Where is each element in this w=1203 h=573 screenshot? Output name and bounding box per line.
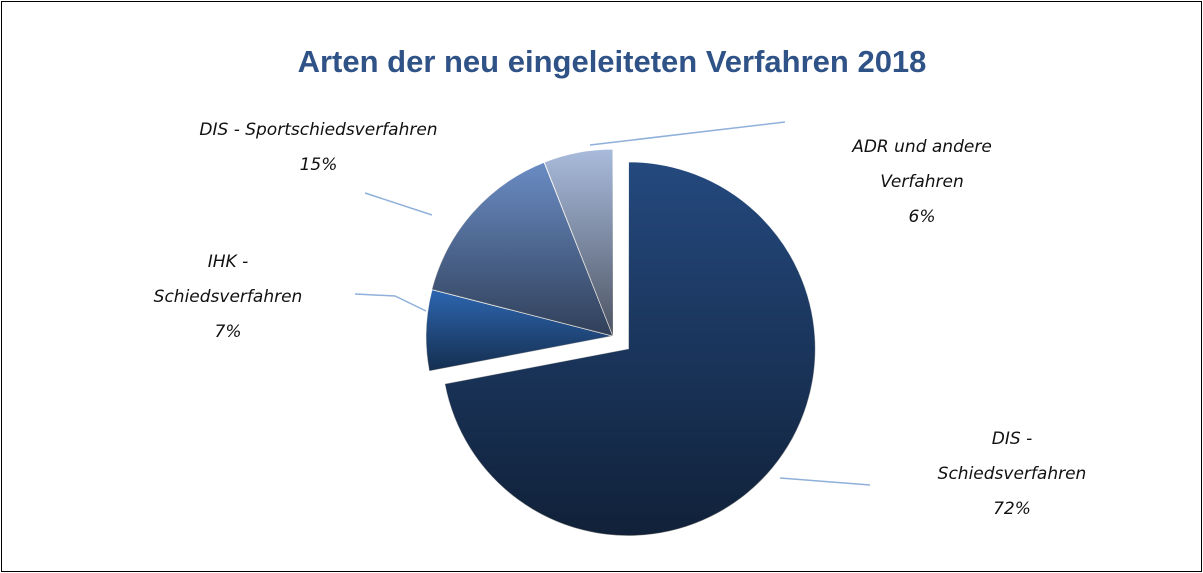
- value-label: 72%: [993, 499, 1031, 519]
- value-label: 6%: [908, 207, 936, 227]
- category-label: DIS - Sportschiedsverfahren: [199, 120, 438, 140]
- slice-label: ADR und andere Verfahren 6%: [842, 130, 1002, 235]
- value-label: 15%: [299, 155, 338, 175]
- chart-title: Arten der neu eingeleiteten Verfahren 20…: [298, 44, 927, 79]
- slice-label: DIS - Sportschiedsverfahren 15%: [186, 113, 451, 183]
- leader-line: [589, 121, 786, 146]
- category-label: DIS - Schiedsverfahren: [937, 429, 1087, 484]
- category-label: IHK - Schiedsverfahren: [153, 252, 303, 307]
- category-label: ADR und andere Verfahren: [852, 137, 992, 192]
- leader-line: [779, 477, 871, 486]
- leader-lines: [354, 121, 871, 486]
- value-label: 7%: [214, 322, 242, 342]
- slice-label: IHK - Schiedsverfahren 7%: [133, 245, 323, 350]
- leader-line: [364, 192, 433, 216]
- slice-label: DIS - Schiedsverfahren 72%: [917, 422, 1107, 527]
- leader-line: [354, 293, 427, 312]
